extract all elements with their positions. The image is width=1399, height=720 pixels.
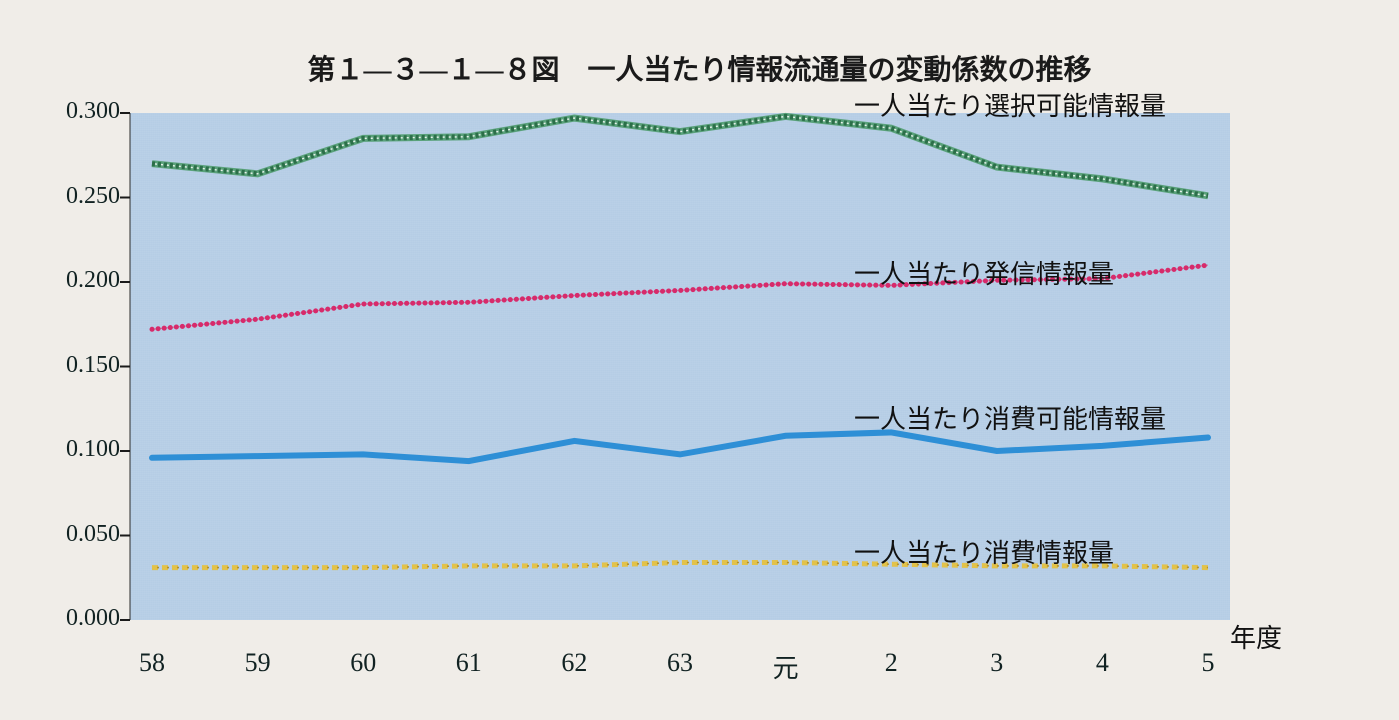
xtick-label: 63 [650,648,710,678]
xtick-label: 3 [967,648,1027,678]
chart-svg [0,0,1399,720]
xtick-label: 58 [122,648,182,678]
xtick-label: 5 [1178,648,1238,678]
xtick-label: 61 [439,648,499,678]
ytick-label: 0.250 [26,183,120,210]
ytick-label: 0.050 [26,521,120,548]
ytick-label: 0.150 [26,352,120,379]
xtick-label: 元 [756,648,816,685]
xtick-label: 62 [544,648,604,678]
series-label-consumed: 一人当たり消費情報量 [854,533,1114,570]
ytick-label: 0.300 [26,98,120,125]
xtick-label: 60 [333,648,393,678]
series-label-selectable: 一人当たり選択可能情報量 [854,86,1166,123]
series-label-outgoing: 一人当たり発信情報量 [854,254,1114,291]
ytick-label: 0.200 [26,267,120,294]
ytick-label: 0.100 [26,436,120,463]
xtick-label: 2 [861,648,921,678]
xtick-label: 59 [228,648,288,678]
series-label-consumable: 一人当たり消費可能情報量 [854,399,1166,436]
xtick-label: 4 [1072,648,1132,678]
ytick-label: 0.000 [26,605,120,632]
